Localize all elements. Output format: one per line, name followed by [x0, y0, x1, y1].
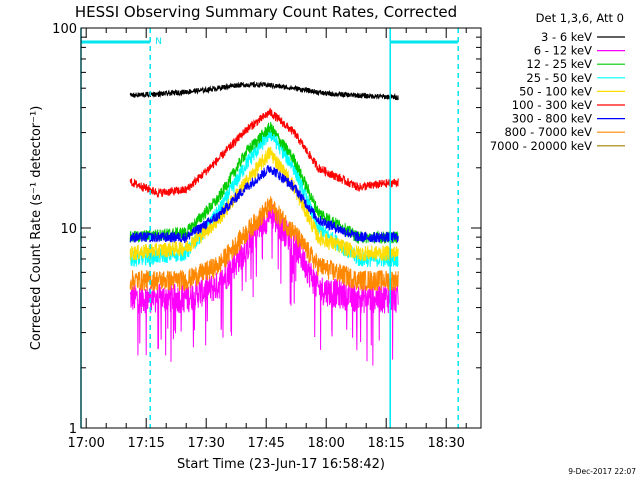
legend-label: 300 - 800 keV [512, 112, 592, 126]
series-line-300-800- [129, 164, 399, 244]
x-tick-label: 17:30 [187, 436, 224, 451]
flag-label: N [155, 37, 162, 47]
series-layer [129, 80, 399, 366]
series-line-800-7000- [129, 196, 399, 292]
x-tick-label: 18:00 [307, 436, 344, 451]
legend-label: 100 - 300 keV [512, 98, 592, 112]
legend-label: 3 - 6 keV [541, 30, 592, 44]
y-tick-label: 100 [52, 22, 77, 37]
footer-timestamp: 9-Dec-2017 22:07 [568, 467, 636, 476]
y-axis: 1 10 100 [52, 22, 481, 437]
x-tick-label: 17:45 [247, 436, 284, 451]
y-axis-label: Corrected Count Rate (s⁻¹ detector⁻¹) [29, 106, 44, 351]
legend-label: 6 - 12 keV [534, 44, 592, 58]
legend-label: 12 - 25 keV [526, 57, 592, 71]
x-tick-label: 17:00 [67, 436, 104, 451]
chart-title: HESSI Observing Summary Count Rates, Cor… [75, 3, 457, 21]
series-line-50-100- [129, 146, 399, 262]
y-tick-label: 10 [60, 222, 77, 237]
x-axis: 17:00 17:15 17:30 17:45 18:00 18:15 18:30 [67, 28, 467, 451]
plot-area: N [80, 28, 459, 428]
x-tick-label: 18:15 [367, 436, 404, 451]
legend-title: Det 1,3,6, Att 0 [536, 11, 624, 25]
x-tick-label: 18:30 [427, 436, 464, 451]
series-line-6-12- [129, 199, 399, 366]
x-axis-label: Start Time (23-Jun-17 16:58:42) [177, 457, 385, 472]
legend-label: 25 - 50 keV [526, 71, 592, 85]
y-tick-label: 1 [69, 422, 77, 437]
legend-label: 7000 - 20000 keV [490, 139, 592, 153]
legend-label: 800 - 7000 keV [504, 125, 592, 139]
series-line-100-300- [129, 107, 399, 199]
x-tick-label: 17:15 [127, 436, 164, 451]
series-line-3-6- [129, 80, 399, 101]
legend-label: 50 - 100 keV [519, 84, 592, 98]
